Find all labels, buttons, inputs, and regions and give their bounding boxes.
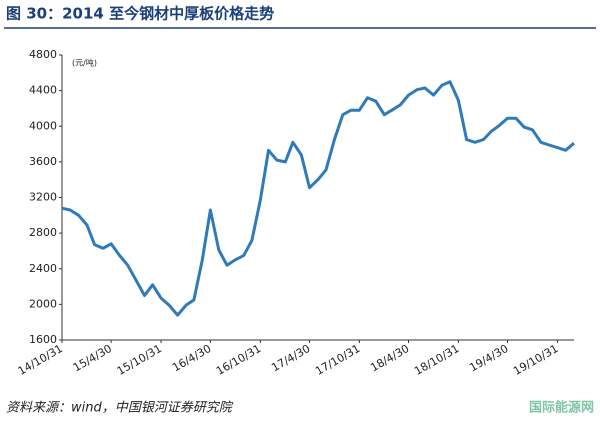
x-tick-label: 15/10/31 (115, 342, 164, 378)
x-tick-label: 16/10/31 (214, 342, 263, 378)
y-tick-label: 2000 (29, 297, 57, 310)
y-tick-label: 3600 (29, 155, 57, 168)
y-tick-label: 2800 (29, 226, 57, 239)
y-tick-label: 4400 (29, 84, 57, 97)
watermark: 国际能源网 (529, 400, 594, 416)
x-tick-label: 18/4/30 (368, 342, 411, 374)
source: 资料来源：wind，中国银河证券研究院 (6, 400, 234, 416)
y-tick-label: 4000 (29, 119, 57, 132)
x-tick-label: 19/4/30 (467, 342, 510, 374)
x-tick-label: 18/10/31 (412, 342, 461, 378)
y-tick-label: 3200 (29, 191, 57, 204)
y-tick-label: 1600 (29, 333, 57, 346)
x-tick-label: 15/4/30 (71, 342, 114, 374)
price-line (61, 80, 575, 317)
x-tick-label: 14/10/31 (16, 342, 65, 378)
y-tick-label: 2400 (29, 262, 57, 275)
x-tick-label: 17/4/30 (269, 342, 312, 374)
x-tick-label: 17/10/31 (313, 342, 362, 378)
x-tick-label: 16/4/30 (170, 342, 213, 374)
chart-title: 图 30：2014 至今钢材中厚板价格走势 (6, 5, 274, 23)
unit-label: (元/吨) (72, 58, 97, 68)
x-tick-label: 19/10/31 (511, 342, 560, 378)
y-tick-label: 4800 (29, 48, 57, 61)
